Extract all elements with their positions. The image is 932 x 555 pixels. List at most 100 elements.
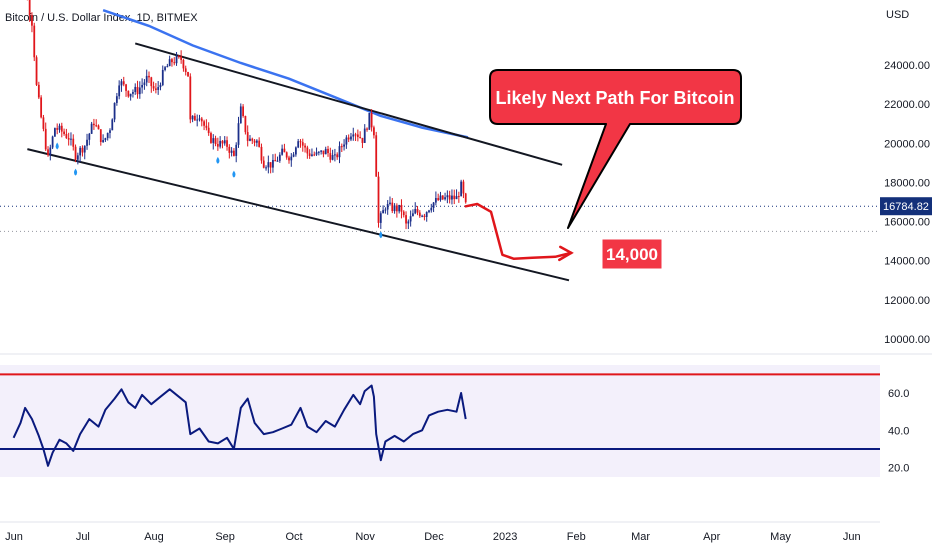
candle-body — [90, 123, 93, 134]
candle-body — [79, 147, 82, 156]
candle-body — [37, 84, 40, 98]
candle-body — [283, 148, 286, 153]
candle-body — [76, 155, 79, 160]
candle-body — [375, 135, 378, 177]
candle-body — [88, 133, 91, 140]
candle-body — [278, 154, 281, 161]
candle-body — [122, 81, 125, 85]
candle-body — [210, 133, 212, 143]
time-axis-label: Aug — [144, 531, 164, 543]
candle-body — [421, 215, 424, 217]
candle-body — [83, 145, 86, 153]
time-axis-label: Apr — [703, 531, 720, 543]
candle-body — [109, 130, 111, 133]
candle-body — [269, 162, 272, 168]
candle-body — [352, 134, 355, 137]
candle-body — [382, 210, 384, 214]
candle-body — [347, 137, 350, 140]
support-marker-icon — [73, 168, 78, 176]
candle-body — [237, 123, 240, 145]
candle-body — [28, 0, 31, 16]
candle-body — [299, 141, 302, 143]
candle-body — [63, 131, 65, 134]
candle-body — [294, 147, 297, 155]
price-tick-label: 18000.00 — [884, 177, 930, 189]
candle-body — [143, 82, 146, 85]
channel-line-upper — [134, 42, 563, 166]
candle-body — [462, 181, 465, 194]
time-axis-label: Jul — [76, 531, 90, 543]
candle-body — [288, 157, 290, 161]
price-tick-label: 12000.00 — [884, 295, 930, 307]
candle-body — [72, 138, 75, 147]
candle-body — [97, 125, 100, 130]
candle-body — [134, 86, 137, 93]
candle-body — [102, 140, 104, 142]
candle-body — [350, 136, 352, 140]
candle-body — [244, 116, 247, 133]
candle-body — [191, 115, 194, 120]
candle-body — [173, 62, 176, 64]
channel-line-lower — [27, 148, 570, 282]
candle-body — [141, 84, 144, 88]
candle-body — [251, 138, 254, 141]
support-marker-icon — [216, 156, 220, 164]
oscillator-tick-label: 40.0 — [888, 425, 909, 437]
candle-body — [373, 127, 375, 136]
oscillator-tick-label: 20.0 — [888, 463, 909, 475]
candle-body — [56, 128, 59, 130]
candle-body — [304, 145, 306, 148]
candle-body — [223, 140, 226, 144]
current-price-badge — [880, 197, 932, 216]
candle-body — [265, 167, 267, 169]
candle-body — [354, 134, 357, 136]
candle-body — [164, 67, 166, 70]
candle-body — [308, 153, 311, 156]
candle-body — [290, 156, 293, 161]
candle-body — [400, 204, 403, 212]
candle-body — [120, 81, 123, 86]
candle-body — [242, 106, 244, 117]
candle-body — [175, 56, 178, 64]
candle-body — [219, 140, 222, 147]
candle-body — [398, 204, 401, 212]
candle-body — [253, 140, 256, 143]
time-axis-label: Sep — [215, 531, 235, 543]
price-tick-label: 20000.00 — [884, 138, 930, 150]
candle-body — [239, 106, 242, 124]
candle-body — [453, 195, 456, 200]
candle-body — [152, 86, 155, 89]
candle-body — [391, 202, 394, 212]
candle-body — [180, 56, 183, 60]
candle-body — [104, 138, 107, 141]
price-tick-label: 14000.00 — [884, 256, 930, 268]
candle-body — [267, 162, 270, 168]
candle-body — [430, 207, 433, 211]
candle-body — [451, 195, 453, 200]
candle-body — [359, 137, 362, 139]
candle-body — [315, 152, 318, 155]
candle-body — [274, 159, 277, 162]
candle-body — [132, 92, 134, 94]
candle-body — [324, 148, 327, 155]
time-axis-label: Dec — [424, 531, 444, 543]
candle-body — [177, 56, 180, 58]
candle-body — [336, 154, 339, 158]
candle-body — [285, 152, 288, 158]
candle-body — [444, 197, 446, 200]
projected-path — [464, 202, 573, 261]
candle-body — [74, 146, 77, 160]
candle-body — [313, 154, 316, 156]
candle-body — [81, 147, 84, 153]
candle-body — [297, 141, 300, 148]
candle-body — [226, 140, 228, 147]
candle-body — [125, 84, 127, 91]
candle-body — [329, 153, 332, 160]
candle-body — [407, 221, 410, 224]
target-badge: 14,000 — [601, 238, 663, 270]
price-tick-label: 22000.00 — [884, 99, 930, 111]
time-axis-label: Jun — [5, 531, 23, 543]
candle-body — [106, 132, 109, 139]
candle-body — [161, 69, 164, 86]
